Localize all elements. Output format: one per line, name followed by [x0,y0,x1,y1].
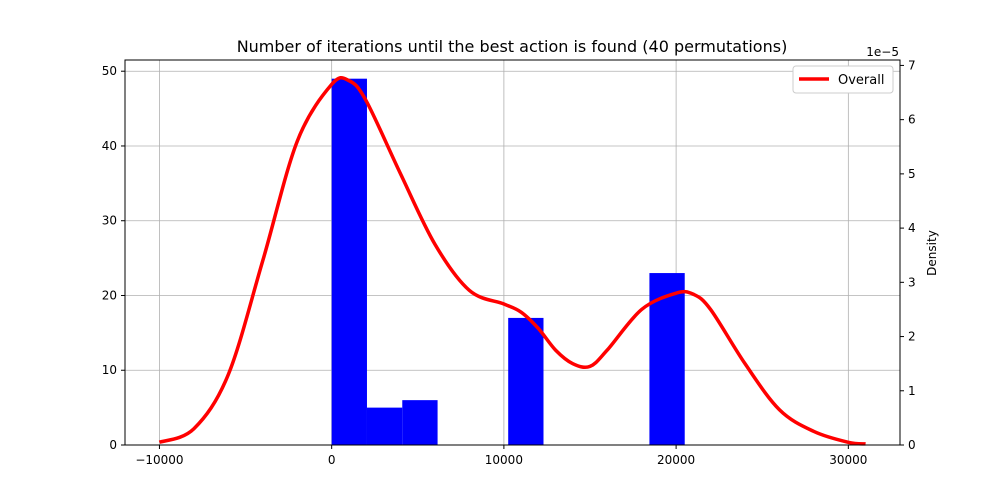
y-axis-right: 0 1 2 3 4 5 6 7 [900,58,916,452]
y-tick-label-5: 50 [102,64,117,78]
bar-9 [649,273,685,445]
bar-0 [331,78,367,445]
bar-1 [366,407,403,445]
x-axis: −10000 0 10000 20000 30000 [135,445,867,467]
y-tick-label-2: 20 [102,288,117,302]
legend-box [792,65,894,94]
y-tick-label-4: 40 [102,139,117,153]
y2-tick-label-0: 0 [908,438,916,452]
x-tick-label-0: −10000 [135,453,183,467]
x-tick-label-2: 10000 [485,453,523,467]
y2-tick-label-1: 1 [908,384,916,398]
chart-title: Number of iterations until the best acti… [237,37,788,56]
legend-label-overall: Overall [838,73,884,88]
y2-tick-label-5: 5 [908,167,916,181]
y2-tick-label-2: 2 [908,330,916,344]
y2-tick-label-6: 6 [908,113,916,127]
y-tick-label-3: 30 [102,214,117,228]
y-axis-left: 0 10 20 30 40 50 [102,64,125,452]
x-tick-label-4: 30000 [829,453,867,467]
y2-tick-label-4: 4 [908,221,916,235]
bar-5 [508,317,544,445]
x-tick-label-3: 20000 [657,453,695,467]
y2-tick-label-7: 7 [908,58,916,72]
y-tick-label-1: 10 [102,363,117,377]
plot-frame [124,59,901,446]
legend: Overall [792,65,894,94]
x-tick-label-1: 0 [328,453,336,467]
y2-axis-label: Density [925,230,939,276]
bar-2 [402,400,438,445]
y2-offset-label: 1e−5 [866,45,899,59]
series-line-0 [158,75,866,446]
density-curve [158,75,866,446]
y2-tick-label-3: 3 [908,275,916,289]
y-tick-label-0: 0 [109,438,117,452]
